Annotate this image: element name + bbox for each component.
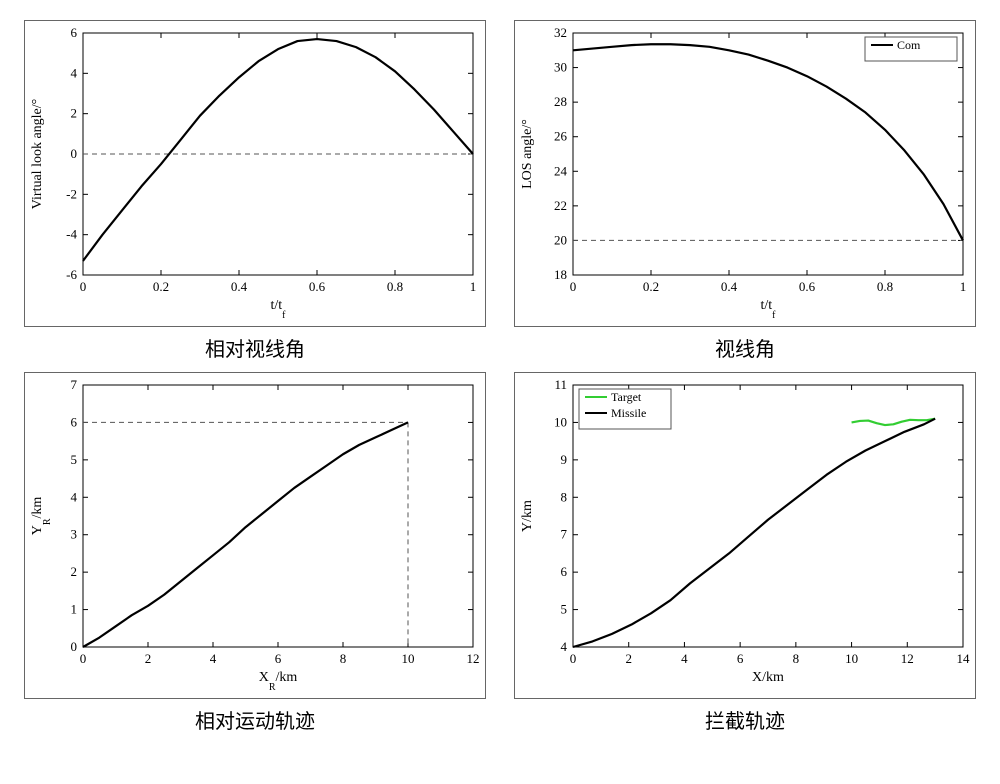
svg-text:0: 0 <box>71 146 78 161</box>
svg-text:30: 30 <box>554 60 567 75</box>
svg-text:Com: Com <box>897 38 921 52</box>
svg-text:2: 2 <box>71 106 78 121</box>
svg-text:4: 4 <box>71 489 78 504</box>
chart-grid: 00.20.40.60.81-6-4-20246t/tfVirtual look… <box>20 20 980 734</box>
svg-text:2: 2 <box>625 651 632 666</box>
svg-text:0.4: 0.4 <box>231 279 248 294</box>
svg-text:7: 7 <box>71 377 78 392</box>
svg-text:Missile: Missile <box>611 406 646 420</box>
svg-text:Y/km: Y/km <box>520 500 535 532</box>
svg-text:Target: Target <box>611 390 642 404</box>
svg-text:26: 26 <box>554 129 568 144</box>
svg-text:0.2: 0.2 <box>643 279 659 294</box>
plot-virtual-look-angle: 0 0.2 0.4 0.6 0.8 1 -6 -4 -2 0 2 4 6 t/tf Virtual look… <box>24 20 486 327</box>
svg-text:28: 28 <box>554 94 567 109</box>
svg-text:8: 8 <box>340 651 347 666</box>
svg-text:14: 14 <box>957 651 971 666</box>
svg-text:24: 24 <box>554 163 568 178</box>
svg-text:8: 8 <box>793 651 800 666</box>
svg-text:22: 22 <box>554 198 567 213</box>
svg-text:0.8: 0.8 <box>877 279 893 294</box>
svg-text:0.8: 0.8 <box>387 279 403 294</box>
svg-text:6: 6 <box>737 651 744 666</box>
svg-text:18: 18 <box>554 267 567 282</box>
svg-text:-2: -2 <box>66 186 77 201</box>
svg-text:7: 7 <box>561 527 568 542</box>
caption-tl: 相对视线角 <box>205 333 305 362</box>
panel-tl: 0 0.2 0.4 0.6 0.8 1 -6 -4 -2 0 2 4 6 t/tf Virtual look… <box>20 20 490 362</box>
svg-text:t/tf: t/tf <box>270 298 286 321</box>
svg-text:4: 4 <box>71 65 78 80</box>
svg-text:YR/km: YR/km <box>30 497 53 536</box>
svg-text:10: 10 <box>402 651 415 666</box>
svg-text:XR/km: XR/km <box>259 670 298 693</box>
svg-text:6: 6 <box>561 564 568 579</box>
svg-text:2: 2 <box>145 651 152 666</box>
svg-text:4: 4 <box>561 639 568 654</box>
svg-text:0.2: 0.2 <box>153 279 169 294</box>
svg-text:10: 10 <box>554 414 567 429</box>
svg-text:0: 0 <box>570 651 577 666</box>
svg-text:-4: -4 <box>66 227 77 242</box>
svg-text:0.4: 0.4 <box>721 279 738 294</box>
svg-text:9: 9 <box>561 452 568 467</box>
svg-text:2: 2 <box>71 564 78 579</box>
svg-text:20: 20 <box>554 232 567 247</box>
caption-tr: 视线角 <box>715 333 775 362</box>
svg-text:X/km: X/km <box>752 670 784 685</box>
panel-br: 0 2 4 6 8 10 12 14 4 5 6 7 8 9 10 11 X/km Y/km Target Missi… <box>510 372 980 734</box>
svg-text:Virtual look angle/°: Virtual look angle/° <box>30 99 45 210</box>
svg-text:11: 11 <box>554 377 567 392</box>
svg-text:t/tf: t/tf <box>760 298 776 321</box>
svg-text:6: 6 <box>71 414 78 429</box>
svg-text:5: 5 <box>71 452 78 467</box>
svg-text:12: 12 <box>901 651 914 666</box>
svg-text:3: 3 <box>71 527 78 542</box>
svg-text:32: 32 <box>554 25 567 40</box>
panel-bl: 02468101201234567XR/kmYR/km 相对运动轨迹 <box>20 372 490 734</box>
plot-los-angle: 0 0.2 0.4 0.6 0.8 1 18 20 22 24 26 28 30 32 t/tf LOS an… <box>514 20 976 327</box>
plot-relative-trajectory: 02468101201234567XR/kmYR/km <box>24 372 486 699</box>
caption-bl: 相对运动轨迹 <box>195 705 315 734</box>
plot-intercept-trajectory: 0 2 4 6 8 10 12 14 4 5 6 7 8 9 10 11 X/km Y/km Target Missi… <box>514 372 976 699</box>
caption-br: 拦截轨迹 <box>705 705 785 734</box>
svg-text:0.6: 0.6 <box>309 279 326 294</box>
svg-text:1: 1 <box>470 279 477 294</box>
svg-text:12: 12 <box>467 651 480 666</box>
svg-text:-6: -6 <box>66 267 77 282</box>
svg-text:LOS angle/°: LOS angle/° <box>520 119 535 189</box>
svg-text:5: 5 <box>561 602 568 617</box>
svg-text:1: 1 <box>960 279 967 294</box>
svg-text:0: 0 <box>570 279 577 294</box>
svg-text:0: 0 <box>80 651 87 666</box>
svg-text:6: 6 <box>275 651 282 666</box>
svg-text:8: 8 <box>561 489 568 504</box>
svg-text:4: 4 <box>681 651 688 666</box>
svg-text:0: 0 <box>80 279 87 294</box>
svg-text:4: 4 <box>210 651 217 666</box>
svg-text:10: 10 <box>845 651 858 666</box>
panel-tr: 0 0.2 0.4 0.6 0.8 1 18 20 22 24 26 28 30 32 t/tf LOS an… <box>510 20 980 362</box>
svg-text:6: 6 <box>71 25 78 40</box>
svg-text:0: 0 <box>71 639 78 654</box>
svg-text:1: 1 <box>71 602 78 617</box>
svg-text:0.6: 0.6 <box>799 279 816 294</box>
